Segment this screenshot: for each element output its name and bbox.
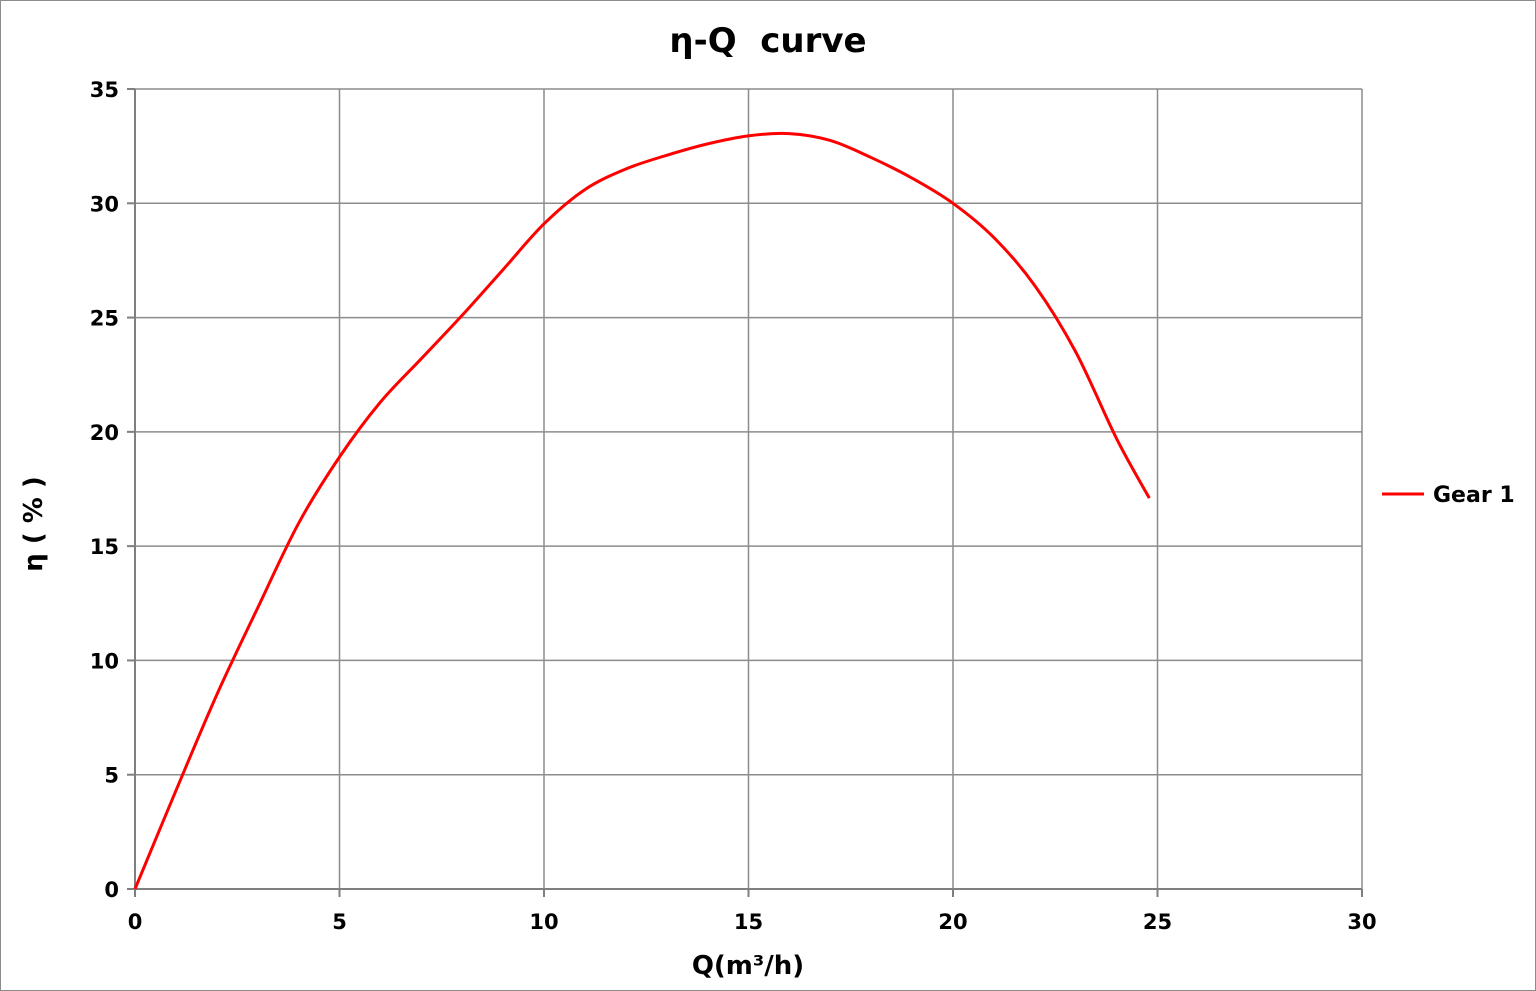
legend-label-gear-1: Gear 1 (1433, 483, 1515, 508)
y-tick-label: 10 (90, 649, 119, 673)
chart-title: η-Q curve (669, 21, 866, 61)
series-line-gear-1 (133, 131, 1151, 890)
tick-labels: 0 5 10 15 20 25 30 0 5 10 15 20 25 30 35 (90, 78, 1377, 934)
y-axis-title: η ( % ) (19, 476, 49, 571)
x-tick-label: 30 (1347, 910, 1376, 934)
y-tick-label: 15 (90, 535, 119, 559)
y-tick-label: 5 (104, 764, 119, 788)
x-tick-label: 5 (332, 910, 347, 934)
x-tick-label: 10 (529, 910, 558, 934)
x-tick-label: 25 (1143, 910, 1172, 934)
x-axis-title: Q(m³/h) (692, 951, 804, 981)
y-tick-label: 20 (90, 421, 119, 445)
y-tick-label: 0 (104, 878, 119, 902)
y-tick-label: 35 (90, 78, 119, 102)
series-layer (133, 131, 1151, 890)
y-tick-label: 25 (90, 307, 119, 331)
plot-border (127, 88, 1363, 897)
x-tick-label: 20 (938, 910, 967, 934)
x-tick-label: 0 (128, 910, 143, 934)
legend: Gear 1 (1382, 483, 1515, 508)
x-tick-label: 15 (734, 910, 763, 934)
y-tick-label: 30 (90, 192, 119, 216)
